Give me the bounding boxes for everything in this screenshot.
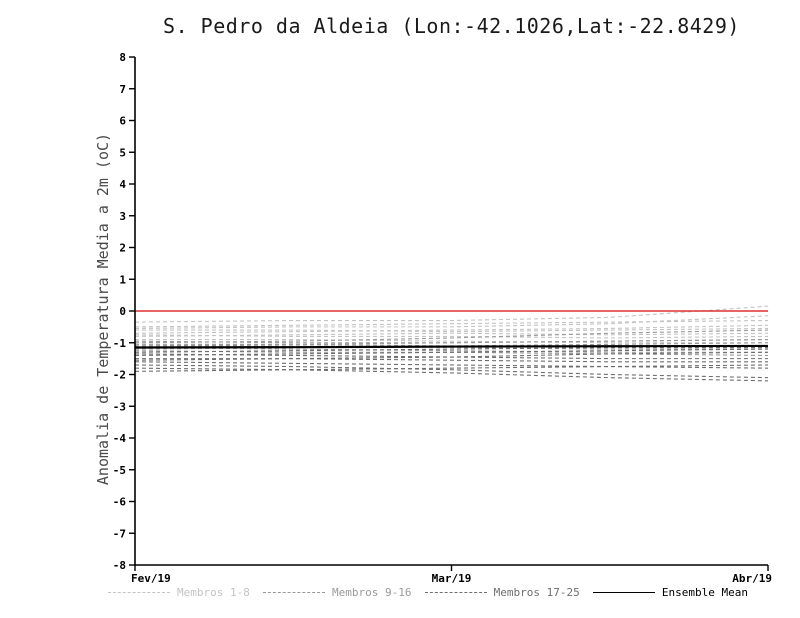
legend-item-membros-1-8: Membros 1-8 (108, 586, 250, 599)
svg-text:0: 0 (119, 305, 126, 318)
svg-text:5: 5 (119, 146, 126, 159)
legend-line-sample-membros-9-16 (263, 592, 326, 593)
legend-label: Membros 1-8 (177, 586, 250, 599)
legend-item-membros-9-16: Membros 9-16 (263, 586, 412, 599)
svg-text:3: 3 (119, 210, 126, 223)
legend-item-ensemble-mean: Ensemble Mean (592, 586, 748, 599)
svg-text:-1: -1 (113, 337, 127, 350)
svg-text:-4: -4 (113, 432, 127, 445)
svg-text:Mar/19: Mar/19 (432, 572, 472, 585)
svg-text:-6: -6 (113, 496, 127, 509)
chart-title: S. Pedro da Aldeia (Lon:-42.1026,Lat:-22… (163, 14, 740, 38)
svg-text:8: 8 (119, 51, 126, 64)
svg-text:1: 1 (119, 273, 126, 286)
legend-line-sample-membros-1-8 (108, 592, 170, 593)
svg-text:-3: -3 (113, 400, 126, 413)
legend-item-membros-17-25: Membros 17-25 (424, 586, 580, 599)
legend: Membros 1-8 Membros 9-16 Membros 17-25 E… (108, 586, 748, 599)
svg-text:7: 7 (119, 83, 126, 96)
svg-text:-5: -5 (113, 464, 126, 477)
legend-label: Membros 17-25 (493, 586, 580, 599)
legend-label: Membros 9-16 (332, 586, 412, 599)
svg-text:-7: -7 (113, 527, 126, 540)
svg-text:4: 4 (119, 178, 126, 191)
svg-text:2: 2 (119, 242, 126, 255)
svg-text:-2: -2 (113, 369, 126, 382)
legend-line-sample-ensemble-mean (592, 592, 655, 593)
svg-text:Abr/19: Abr/19 (732, 572, 772, 585)
svg-text:Fev/19: Fev/19 (131, 572, 171, 585)
legend-line-sample-membros-17-25 (424, 592, 487, 593)
svg-text:-8: -8 (113, 559, 126, 572)
legend-label: Ensemble Mean (661, 586, 748, 599)
svg-text:6: 6 (119, 115, 126, 128)
